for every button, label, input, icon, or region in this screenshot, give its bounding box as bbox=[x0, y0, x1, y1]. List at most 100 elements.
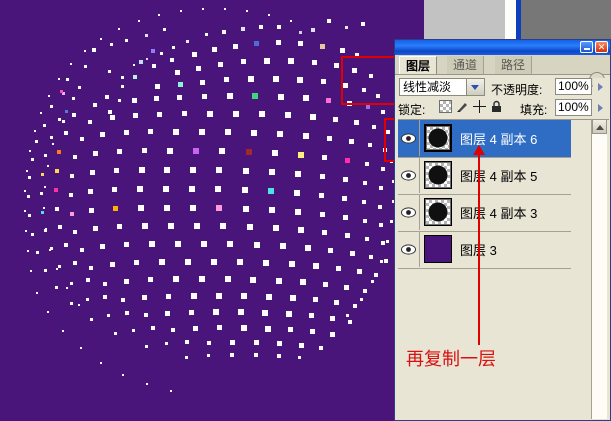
layer-thumbnail[interactable] bbox=[424, 198, 452, 226]
sphere-dot bbox=[349, 139, 354, 144]
layer-thumbnail-ball bbox=[428, 128, 448, 148]
tab-paths[interactable]: 路径 bbox=[495, 56, 533, 74]
sphere-dot bbox=[386, 130, 390, 134]
layer-thumbnail[interactable] bbox=[424, 124, 452, 152]
layer-visibility-cell[interactable] bbox=[398, 120, 420, 156]
sphere-dot bbox=[167, 148, 173, 154]
sphere-dot bbox=[259, 111, 265, 117]
sphere-dot bbox=[298, 356, 301, 359]
close-button[interactable]: ✕ bbox=[595, 41, 608, 53]
sphere-dot bbox=[58, 225, 62, 229]
minimize-button[interactable] bbox=[580, 41, 593, 53]
sphere-dot bbox=[384, 259, 388, 263]
sphere-dot bbox=[148, 277, 153, 282]
sphere-dot bbox=[376, 94, 380, 98]
lock-row: 锁定: 填充: 100% bbox=[395, 97, 610, 118]
eye-icon[interactable] bbox=[401, 168, 416, 181]
sphere-dot bbox=[327, 19, 331, 23]
sphere-dot bbox=[273, 225, 279, 231]
layer-row[interactable]: 图层 4 副本 3 bbox=[398, 194, 571, 232]
layer-thumbnail[interactable] bbox=[424, 161, 452, 189]
layer-visibility-cell[interactable] bbox=[398, 231, 420, 267]
layer-thumbnail[interactable] bbox=[424, 235, 452, 263]
sphere-dot bbox=[361, 22, 365, 26]
sphere-dot bbox=[55, 169, 59, 173]
opacity-value[interactable]: 100% bbox=[555, 78, 592, 95]
layer-visibility-cell[interactable] bbox=[398, 194, 420, 230]
lock-all-icon[interactable] bbox=[490, 100, 503, 113]
sphere-dot bbox=[250, 277, 256, 283]
sphere-dot bbox=[114, 168, 119, 173]
sphere-dot bbox=[31, 233, 34, 236]
sphere-dot bbox=[264, 58, 270, 64]
sphere-dot bbox=[199, 129, 205, 135]
sphere-dot bbox=[110, 262, 115, 267]
sphere-dot bbox=[254, 340, 259, 345]
sphere-dot bbox=[312, 60, 317, 65]
sphere-dot bbox=[303, 95, 309, 101]
sphere-dot bbox=[224, 77, 229, 82]
sphere-dot bbox=[92, 48, 96, 52]
eye-icon[interactable] bbox=[401, 131, 416, 144]
sphere-dot bbox=[363, 289, 367, 293]
sphere-dot bbox=[93, 226, 98, 231]
sphere-dot bbox=[202, 8, 204, 10]
sphere-dot bbox=[345, 233, 350, 238]
palette-titlebar[interactable]: ✕ bbox=[395, 40, 610, 55]
sphere-dot bbox=[362, 88, 366, 92]
layer-visibility-cell[interactable] bbox=[398, 157, 420, 193]
sphere-dot bbox=[65, 110, 68, 113]
layer-row[interactable]: 图层 4 副本 5 bbox=[398, 157, 571, 195]
sphere-dot bbox=[278, 94, 284, 100]
sphere-dot bbox=[363, 219, 367, 223]
sphere-dot bbox=[190, 167, 196, 173]
sphere-dot bbox=[379, 186, 383, 190]
sphere-dot bbox=[70, 63, 72, 65]
layer-row[interactable]: 图层 3 bbox=[398, 231, 571, 269]
sphere-dot bbox=[243, 206, 249, 212]
sphere-dot bbox=[166, 294, 171, 299]
blend-mode-select[interactable]: 线性减淡 bbox=[399, 78, 485, 96]
layers-list[interactable]: 图层 4 副本 6 图层 4 副本 5 图层 4 副本 3 图层 3 bbox=[398, 119, 609, 420]
chevron-down-icon[interactable] bbox=[466, 79, 484, 95]
sphere-dot bbox=[44, 186, 46, 188]
sphere-dot bbox=[66, 287, 68, 289]
tab-layers[interactable]: 图层 bbox=[399, 56, 438, 74]
sphere-dot bbox=[165, 342, 168, 345]
sphere-dot bbox=[277, 131, 283, 137]
sphere-dot bbox=[64, 131, 68, 135]
sphere-dot bbox=[247, 224, 253, 230]
sphere-dot bbox=[218, 62, 223, 67]
fill-value[interactable]: 100% bbox=[555, 99, 592, 116]
scroll-up-icon[interactable] bbox=[592, 119, 607, 134]
sphere-dot bbox=[294, 190, 300, 196]
sphere-dot bbox=[146, 58, 148, 60]
eye-icon[interactable] bbox=[401, 205, 416, 218]
layers-scrollbar[interactable] bbox=[591, 119, 607, 419]
sphere-dot bbox=[360, 298, 363, 301]
sphere-dot bbox=[371, 280, 374, 283]
brush-lock-icon[interactable] bbox=[456, 100, 469, 113]
sphere-dot bbox=[194, 223, 200, 229]
transparency-lock-icon[interactable] bbox=[439, 100, 452, 113]
sphere-dot bbox=[40, 192, 43, 195]
sphere-dot bbox=[57, 150, 61, 154]
tab-channels[interactable]: 通道 bbox=[447, 56, 485, 74]
opacity-stepper-icon[interactable] bbox=[593, 78, 608, 95]
sphere-dot bbox=[313, 263, 319, 269]
sphere-dot bbox=[368, 143, 372, 147]
sphere-dot bbox=[103, 282, 107, 286]
move-lock-icon[interactable] bbox=[473, 100, 486, 113]
sphere-dot bbox=[241, 59, 246, 64]
sphere-dot bbox=[49, 249, 51, 251]
eye-icon[interactable] bbox=[401, 242, 416, 255]
document-canvas[interactable] bbox=[0, 0, 424, 421]
sphere-dot bbox=[58, 118, 61, 121]
sphere-dot bbox=[44, 154, 47, 157]
sphere-dot bbox=[340, 48, 345, 53]
fill-stepper-icon[interactable] bbox=[593, 99, 608, 116]
sphere-dot bbox=[146, 383, 148, 385]
sphere-dot bbox=[313, 297, 318, 302]
sphere-dot bbox=[265, 326, 271, 332]
sphere-dot bbox=[47, 311, 49, 313]
